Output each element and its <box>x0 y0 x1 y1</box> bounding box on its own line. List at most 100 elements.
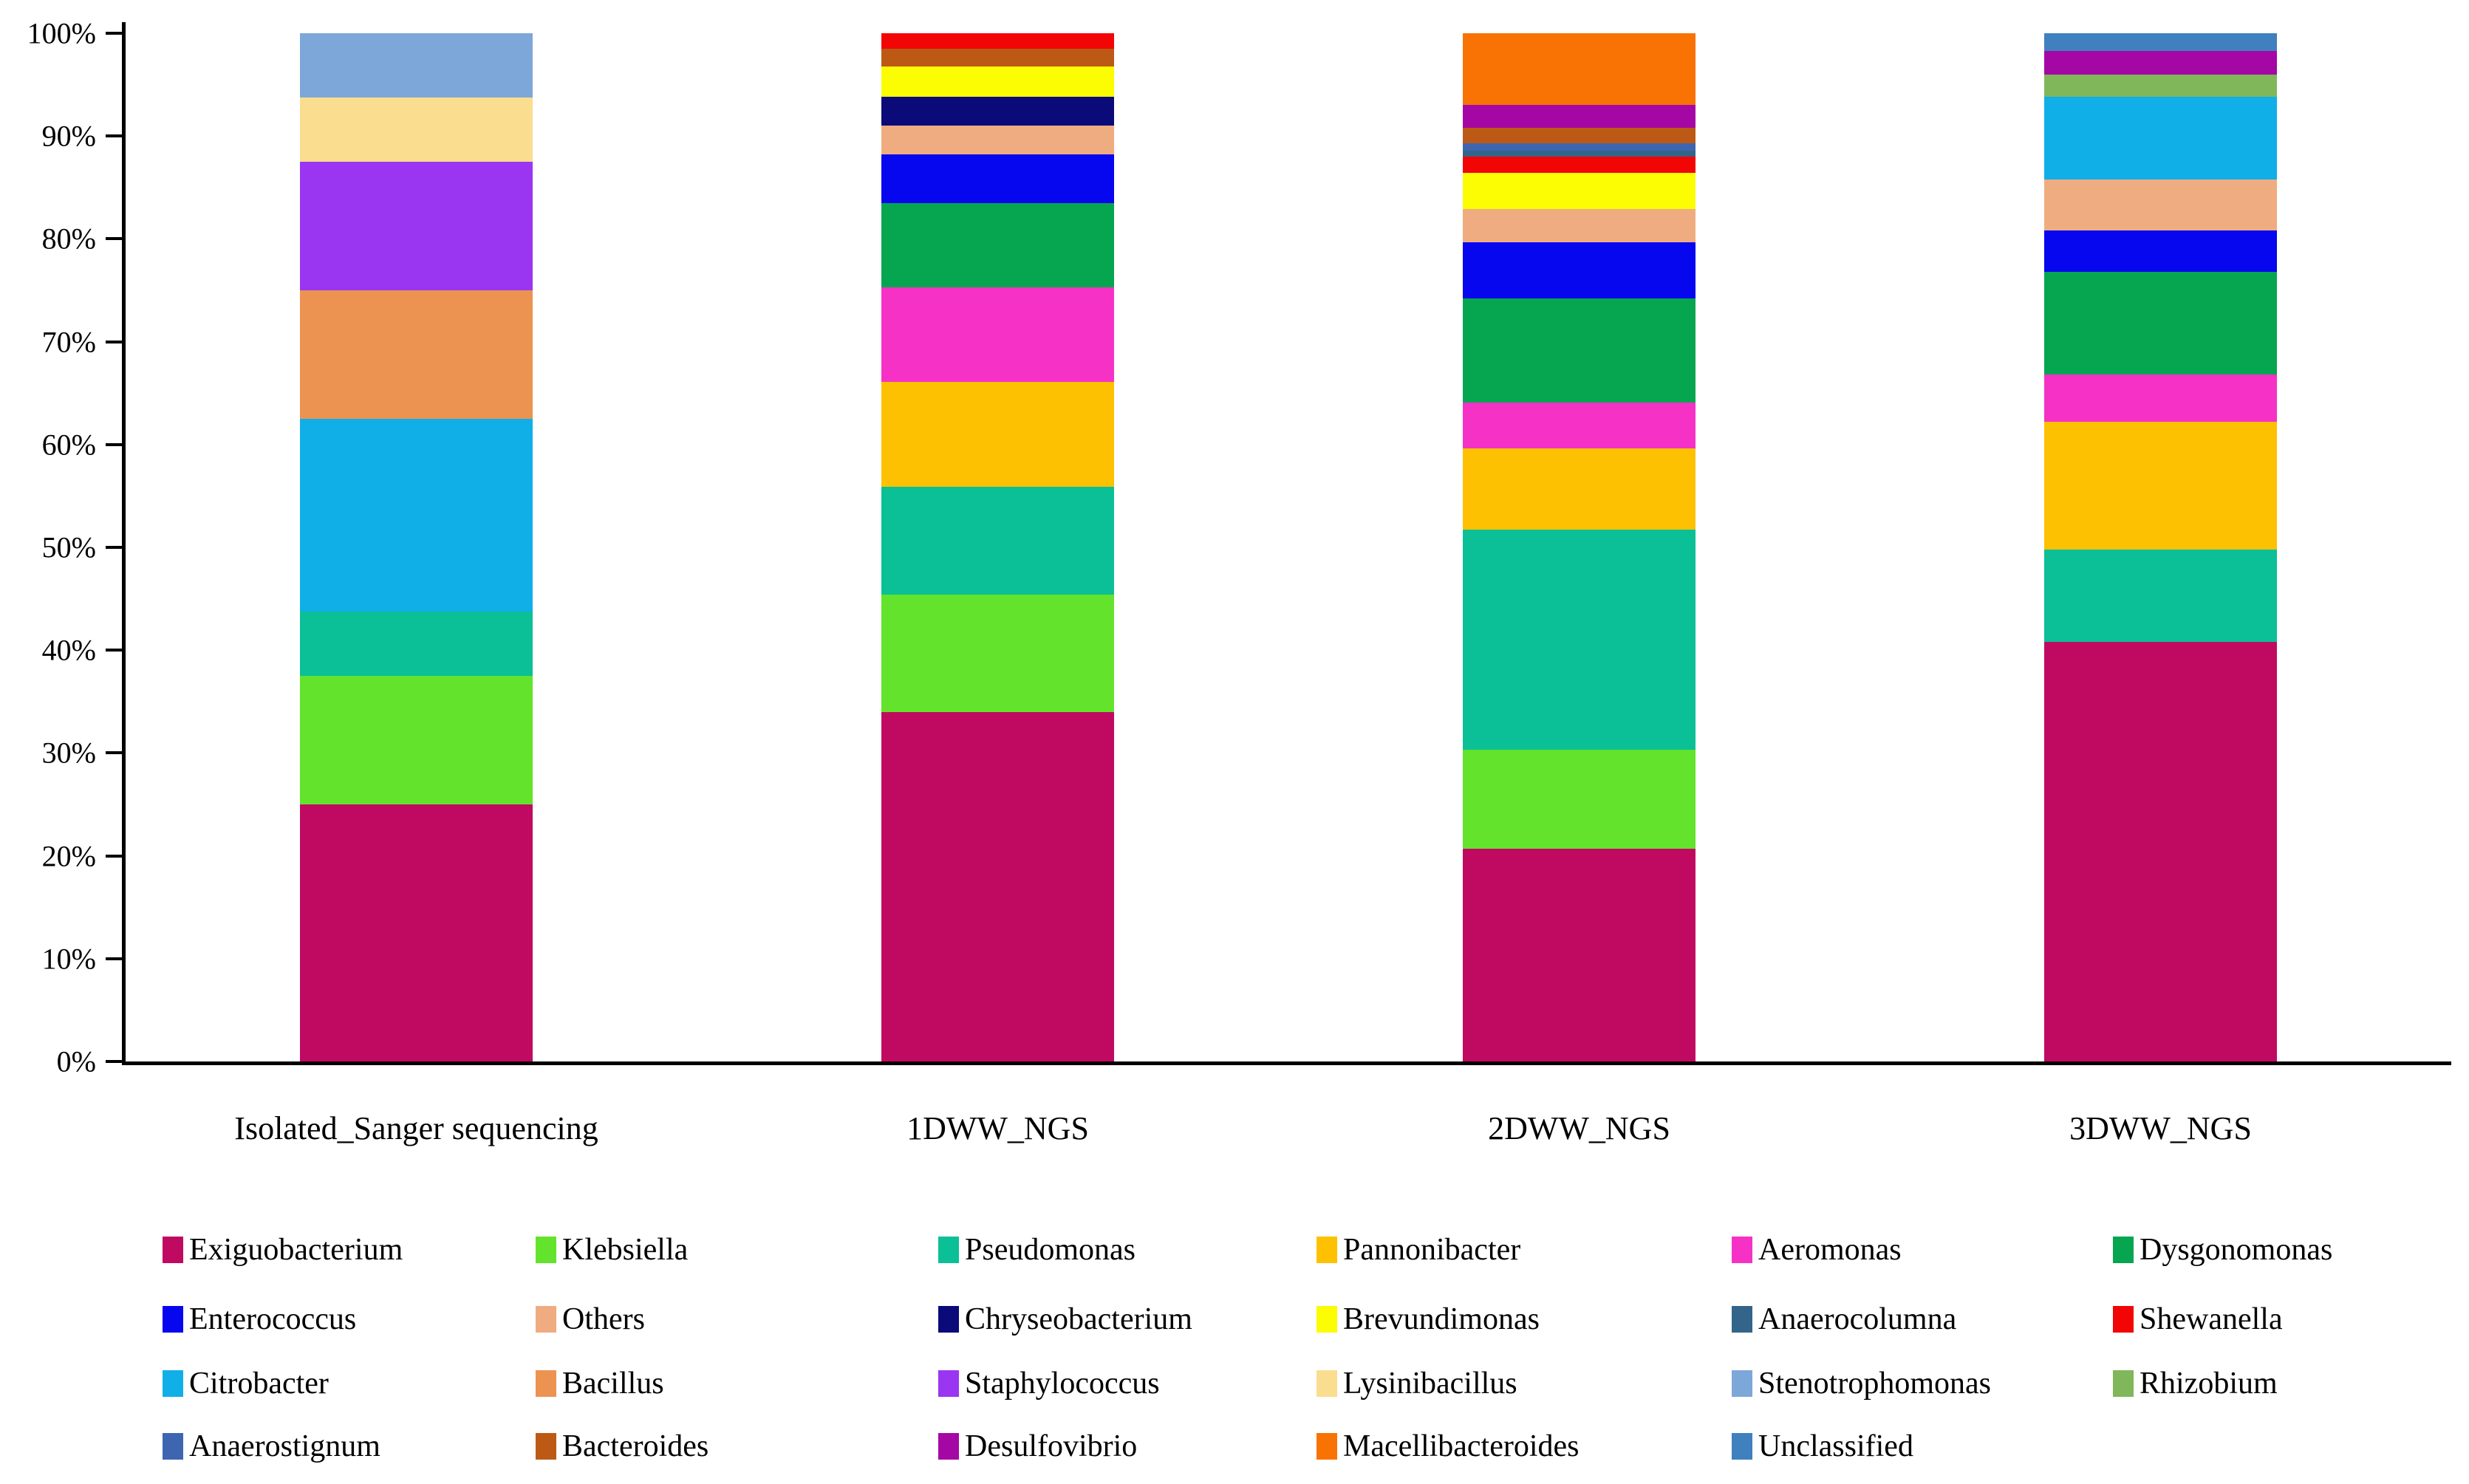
y-axis-tick <box>106 442 122 446</box>
legend-item-anaerostignum: Anaerostignum <box>163 1429 380 1464</box>
y-axis-line <box>122 22 126 1063</box>
y-axis-tick <box>106 340 122 343</box>
bar-segment-staphylococcus <box>300 162 533 290</box>
legend-label: Klebsiella <box>562 1233 689 1267</box>
legend-item-anaerocolumna: Anaerocolumna <box>1732 1302 1956 1337</box>
legend-label: Aeromonas <box>1758 1233 1902 1267</box>
bar-segment-aeromonas <box>2044 375 2277 423</box>
legend-item-pannonibacter: Pannonibacter <box>1317 1232 1520 1268</box>
legend-item-desulfovibrio: Desulfovibrio <box>938 1429 1137 1464</box>
legend-label: Others <box>562 1302 645 1336</box>
legend-label: Staphylococcus <box>965 1367 1160 1401</box>
bar-segment-others <box>1463 209 1695 242</box>
y-axis-tick-label: 40% <box>41 633 96 667</box>
bar-segment-pseudomonas <box>300 612 533 676</box>
legend-label: Chryseobacterium <box>965 1302 1192 1336</box>
y-axis-tick <box>106 1060 122 1063</box>
bar-segment-desulfovibrio <box>2044 50 2277 75</box>
legend-swatch-bacteroides <box>536 1433 556 1460</box>
bar-segment-others <box>881 126 1114 155</box>
legend-swatch-enterococcus <box>163 1306 183 1333</box>
y-axis-tick <box>106 854 122 858</box>
bar-segment-bacteroides <box>1463 128 1695 143</box>
bar-segment-klebsiella <box>1463 750 1695 849</box>
legend-item-unclassified: Unclassified <box>1732 1429 1913 1464</box>
legend-label: Citrobacter <box>189 1367 329 1401</box>
legend-label: Anaerocolumna <box>1758 1302 1957 1336</box>
y-axis-tick-label: 10% <box>41 942 96 976</box>
legend-item-staphylococcus: Staphylococcus <box>938 1366 1160 1401</box>
legend-label: Exiguobacterium <box>189 1233 403 1267</box>
bar-segment-exiguobacterium <box>881 711 1114 1061</box>
legend-label: Unclassified <box>1758 1429 1913 1463</box>
legend-swatch-chryseobacterium <box>938 1306 959 1333</box>
y-axis-tick-label: 20% <box>41 839 96 873</box>
y-axis-tick <box>106 751 122 755</box>
bar-segment-pannonibacter <box>881 381 1114 487</box>
bar-isolated-sanger-sequencing <box>300 33 533 1061</box>
x-axis-category-label: Isolated_Sanger sequencing <box>234 1110 598 1146</box>
bar-segment-desulfovibrio <box>1463 105 1695 129</box>
bar-segment-anaerocolumna <box>1463 150 1695 157</box>
bar-segment-bacteroides <box>881 48 1114 66</box>
legend-label: Rhizobium <box>2140 1367 2278 1401</box>
legend-swatch-brevundimonas <box>1317 1306 1337 1333</box>
legend-label: Bacteroides <box>562 1429 709 1463</box>
bar-segment-aeromonas <box>1463 402 1695 449</box>
y-axis-tick-label: 30% <box>41 736 96 770</box>
legend-label: Pannonibacter <box>1343 1233 1521 1267</box>
bar-segment-citrobacter <box>2044 97 2277 179</box>
bar-segment-pannonibacter <box>1463 448 1695 530</box>
legend-item-brevundimonas: Brevundimonas <box>1317 1302 1540 1337</box>
bar-segment-aeromonas <box>881 287 1114 382</box>
y-axis-tick-label: 0% <box>56 1044 96 1078</box>
y-axis-tick <box>106 957 122 960</box>
bar-segment-brevundimonas <box>1463 173 1695 210</box>
legend-item-dysgonomonas: Dysgonomonas <box>2113 1232 2332 1268</box>
legend-item-citrobacter: Citrobacter <box>163 1366 329 1401</box>
legend-item-rhizobium: Rhizobium <box>2113 1366 2278 1401</box>
bar-segment-rhizobium <box>2044 74 2277 98</box>
x-axis-category-label: 1DWW_NGS <box>906 1110 1089 1146</box>
legend-item-pseudomonas: Pseudomonas <box>938 1232 1136 1268</box>
legend-swatch-exiguobacterium <box>163 1237 183 1263</box>
legend-swatch-stenotrophomonas <box>1732 1370 1752 1397</box>
y-axis-tick-label: 70% <box>41 325 96 359</box>
legend-label: Anaerostignum <box>189 1429 380 1463</box>
legend-swatch-klebsiella <box>536 1237 556 1263</box>
legend-label: Stenotrophomonas <box>1758 1367 1991 1401</box>
x-axis-line <box>122 1061 2451 1065</box>
legend-swatch-dysgonomonas <box>2113 1237 2134 1263</box>
y-axis-tick <box>106 134 122 138</box>
bar-segment-exiguobacterium <box>300 804 533 1061</box>
bar-segment-enterococcus <box>2044 230 2277 272</box>
y-axis-tick-label: 60% <box>41 428 96 462</box>
bar-segment-enterococcus <box>1463 242 1695 299</box>
bar-segment-enterococcus <box>881 154 1114 203</box>
legend-item-bacillus: Bacillus <box>536 1366 664 1401</box>
legend-swatch-anaerostignum <box>163 1433 183 1460</box>
bar-segment-unclassified <box>2044 33 2277 51</box>
y-axis-tick <box>106 237 122 241</box>
bar-3dww-ngs <box>2044 33 2277 1061</box>
legend-swatch-others <box>536 1306 556 1333</box>
bar-segment-dysgonomonas <box>1463 298 1695 403</box>
legend-label: Enterococcus <box>189 1302 357 1336</box>
legend-item-others: Others <box>536 1302 645 1337</box>
legend-swatch-aeromonas <box>1732 1237 1752 1263</box>
bar-1dww-ngs <box>881 33 1114 1061</box>
y-axis-tick <box>106 649 122 652</box>
y-axis-tick <box>106 546 122 549</box>
legend-swatch-citrobacter <box>163 1370 183 1397</box>
legend-item-aeromonas: Aeromonas <box>1732 1232 1902 1268</box>
bar-segment-citrobacter <box>300 419 533 612</box>
bar-segment-exiguobacterium <box>1463 848 1695 1061</box>
legend-swatch-shewanella <box>2113 1306 2134 1333</box>
legend-swatch-staphylococcus <box>938 1370 959 1397</box>
legend-label: Macellibacteroides <box>1343 1429 1580 1463</box>
bar-segment-pseudomonas <box>2044 549 2277 643</box>
legend-item-lysinibacillus: Lysinibacillus <box>1317 1366 1517 1401</box>
bar-segment-shewanella <box>881 33 1114 49</box>
y-axis-tick <box>106 32 122 35</box>
